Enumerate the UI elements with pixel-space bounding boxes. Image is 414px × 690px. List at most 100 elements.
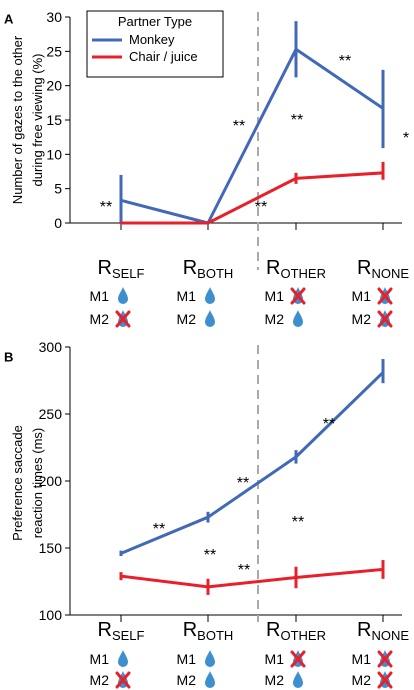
y-tick-label: 30 xyxy=(46,9,62,25)
x-tick-label-sub: BOTH xyxy=(197,266,233,281)
no-reward-icon xyxy=(290,650,306,668)
x-tick-label: RSELF xyxy=(98,619,145,643)
reward-row-label: M2 xyxy=(265,311,285,327)
x-tick-label: ROTHER xyxy=(266,619,326,643)
x-tick-label-sub: OTHER xyxy=(280,266,326,281)
reward-row-label: M2 xyxy=(265,672,285,688)
water-drop-icon xyxy=(118,287,128,304)
data-point xyxy=(206,515,210,519)
water-drop-icon xyxy=(118,650,128,667)
reward-row-label: M2 xyxy=(352,311,372,327)
significance-mark: ** xyxy=(292,514,304,531)
y-tick-label: 0 xyxy=(54,215,62,231)
water-drop-icon xyxy=(293,310,303,327)
y-tick-label: 200 xyxy=(39,473,63,489)
water-drop-icon xyxy=(293,671,303,688)
data-point xyxy=(381,171,385,175)
y-tick-label: 100 xyxy=(39,607,63,623)
x-tick-label-sub: NONE xyxy=(371,266,409,281)
x-tick-label-sub: OTHER xyxy=(280,628,326,643)
y-tick-label: 20 xyxy=(46,78,62,94)
water-drop-icon xyxy=(205,287,215,304)
no-reward-icon xyxy=(377,671,393,689)
significance-mark: ** xyxy=(255,199,267,216)
y-tick-label: 10 xyxy=(46,146,62,162)
x-tick-label-main: R xyxy=(183,619,197,641)
water-drop-icon xyxy=(205,671,215,688)
data-point xyxy=(119,198,123,202)
cross-line xyxy=(377,650,393,668)
legend-title: Partner Type xyxy=(118,14,192,29)
no-reward-icon xyxy=(115,671,131,689)
legend-box xyxy=(86,10,224,78)
y-axis-label: Number of gazes to the other xyxy=(10,35,25,204)
legend-label: Monkey xyxy=(129,32,175,47)
significance-mark: ** xyxy=(238,562,250,579)
significance-mark: ** xyxy=(323,416,335,433)
legend: Partner Type Monkey Chair / juice xyxy=(86,10,224,78)
cross-line xyxy=(115,310,131,328)
significance-mark: ** xyxy=(153,521,165,538)
reward-row-label: M2 xyxy=(90,672,110,688)
data-point xyxy=(294,47,298,51)
x-tick-label-sub: SELF xyxy=(112,628,145,643)
x-tick-label-main: R xyxy=(98,257,112,279)
water-drop-icon xyxy=(205,650,215,667)
data-point xyxy=(381,370,385,374)
series-line xyxy=(120,47,384,225)
x-tick-label-sub: SELF xyxy=(112,266,145,281)
x-tick-label-main: R xyxy=(266,619,280,641)
x-tick-label-main: R xyxy=(183,257,197,279)
panel-a: A Number of gazes to the other during free… xyxy=(4,9,409,328)
reward-row-label: M1 xyxy=(352,651,372,667)
x-tick-label-main: R xyxy=(357,257,371,279)
panel-letter: A xyxy=(4,12,14,27)
cross-line xyxy=(290,287,306,305)
cross-line xyxy=(377,310,393,328)
y-axis-label: reaction times (ms) xyxy=(30,428,45,539)
data-point xyxy=(119,551,123,555)
cross-line xyxy=(290,650,306,668)
no-reward-icon xyxy=(377,310,393,328)
y-axis-label: during free viewing (%) xyxy=(30,54,45,187)
data-point xyxy=(294,575,298,579)
no-reward-icon xyxy=(377,650,393,668)
series-monkey xyxy=(119,359,385,557)
y-tick-label: 250 xyxy=(39,406,63,422)
panel-b: B Preference saccade reaction times (ms) 10… xyxy=(4,339,409,689)
data-point xyxy=(294,455,298,459)
series-chair-juice xyxy=(119,161,385,225)
data-point xyxy=(206,585,210,589)
data-point xyxy=(294,176,298,180)
reward-row-label: M2 xyxy=(90,311,110,327)
y-tick-label: 15 xyxy=(46,112,62,128)
reward-row-label: M1 xyxy=(352,288,372,304)
cross-line xyxy=(377,287,393,305)
significance-mark: ** xyxy=(339,53,351,70)
significance-mark: ** xyxy=(237,475,249,492)
significance-mark: ** xyxy=(291,112,303,129)
significance-mark: * xyxy=(403,130,409,147)
series-line xyxy=(121,171,384,225)
x-tick-label: ROTHER xyxy=(266,257,326,281)
data-point xyxy=(381,567,385,571)
water-drop-icon xyxy=(205,310,215,327)
data-point xyxy=(206,221,210,225)
significance-mark: ** xyxy=(233,118,245,135)
x-tick-label: RNONE xyxy=(357,257,409,281)
x-tick-label: RBOTH xyxy=(183,257,234,281)
y-axis-label: Preference saccade xyxy=(10,425,25,541)
no-reward-icon xyxy=(115,310,131,328)
y-tick-label: 25 xyxy=(46,43,62,59)
data-point xyxy=(119,574,123,578)
y-tick-label: 300 xyxy=(39,339,63,355)
significance-mark: ** xyxy=(100,199,112,216)
x-tick-label-sub: BOTH xyxy=(197,628,233,643)
reward-row-label: M1 xyxy=(265,288,285,304)
reward-row-label: M1 xyxy=(90,288,110,304)
reward-row-label: M1 xyxy=(177,288,197,304)
x-tick-label: RSELF xyxy=(98,257,145,281)
no-reward-icon xyxy=(377,287,393,305)
x-tick-label-main: R xyxy=(357,619,371,641)
